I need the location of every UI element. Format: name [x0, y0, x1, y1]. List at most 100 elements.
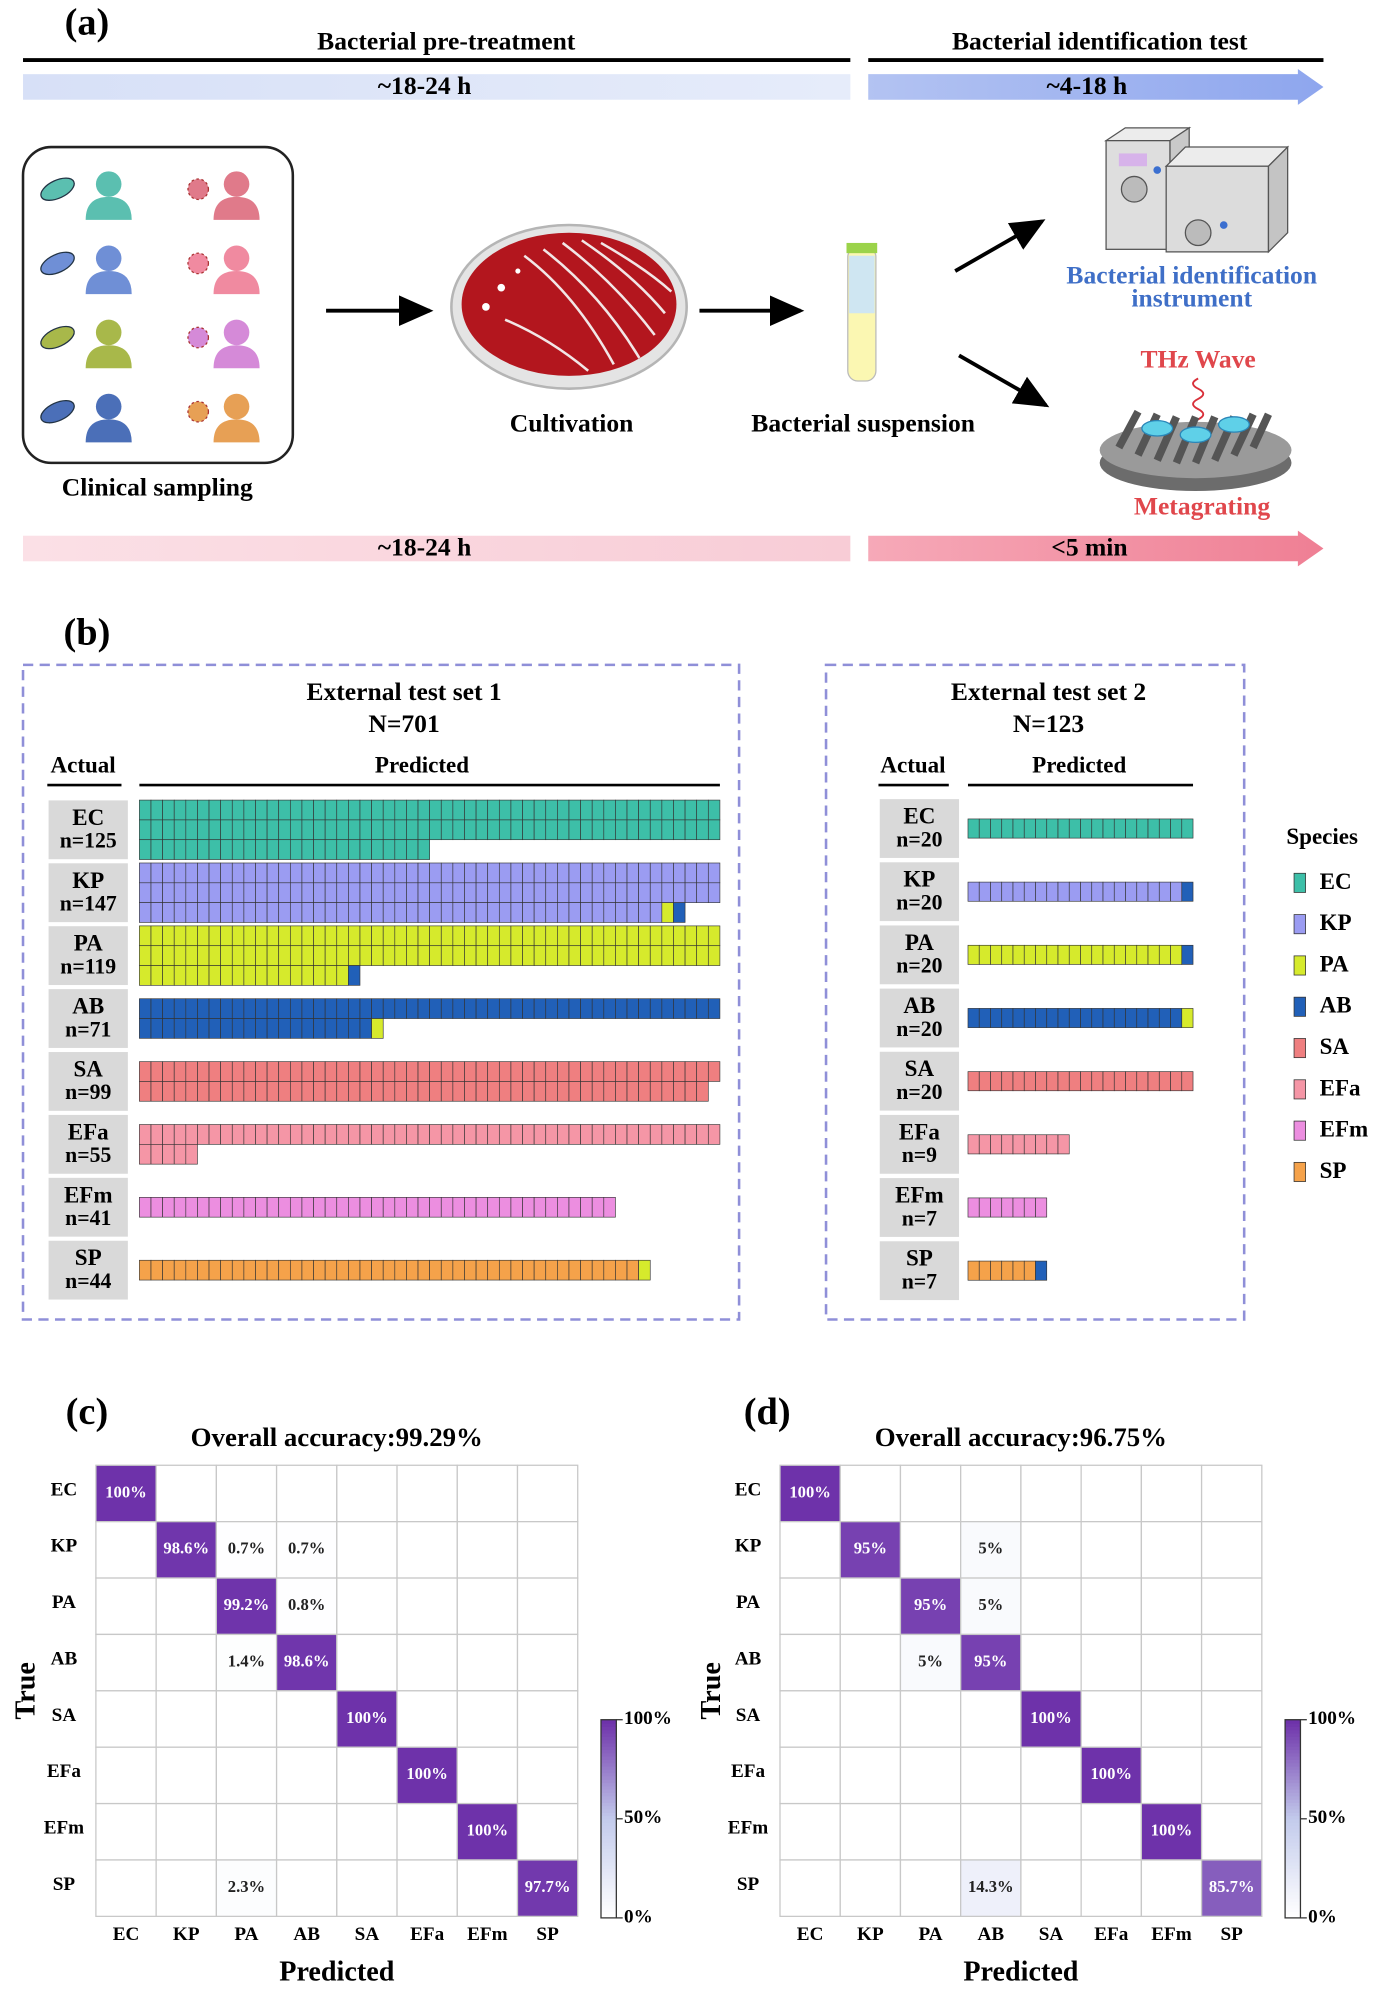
sample-square — [533, 945, 547, 966]
matrix-cell — [1140, 1690, 1203, 1748]
matrix-cell — [336, 1690, 398, 1748]
sample-square — [545, 819, 558, 841]
sample-square — [197, 1081, 210, 1102]
sample-square — [603, 882, 616, 903]
cell-label: 95% — [914, 1595, 947, 1614]
sample-square — [1158, 1071, 1171, 1092]
column-label: EFa — [410, 1924, 444, 1945]
matrix-cell — [779, 1746, 841, 1805]
sample-square — [278, 1124, 291, 1145]
sample-square — [580, 882, 593, 903]
sample-square — [510, 925, 523, 947]
matrix-cell — [516, 1802, 579, 1861]
colorbar-step — [600, 1848, 617, 1853]
matrix-cell — [1200, 1859, 1263, 1917]
sample-square — [278, 882, 291, 903]
matrix-cell — [899, 1464, 962, 1523]
sample-square — [266, 1197, 280, 1218]
matrix-cell — [899, 1859, 962, 1917]
sample-square — [440, 1124, 454, 1145]
sample-square — [139, 902, 152, 923]
matrix-cell — [275, 1464, 338, 1523]
sample-square — [162, 839, 175, 860]
sample-square — [348, 965, 361, 986]
sample-square — [255, 1124, 268, 1145]
sample-square — [591, 998, 605, 1019]
sample-square — [475, 799, 489, 821]
sample-square — [185, 1124, 198, 1145]
sample-square — [313, 965, 326, 986]
sample-square — [684, 1081, 698, 1102]
sample-square — [487, 862, 500, 884]
bacterium — [40, 251, 75, 276]
colony — [482, 303, 490, 311]
sample-square — [1113, 1071, 1126, 1092]
matrix-cell — [960, 1746, 1022, 1805]
matrix-cell — [899, 1746, 962, 1805]
colorbar-step — [1285, 1861, 1301, 1866]
test-set-box — [824, 663, 1246, 1321]
colorbar-step — [600, 1792, 617, 1797]
sample-square — [197, 902, 210, 923]
sample-square — [348, 799, 361, 821]
row-label-box — [48, 1052, 128, 1111]
sample-square — [1023, 944, 1036, 965]
sample-square — [440, 998, 454, 1019]
sample-square — [522, 1197, 535, 1218]
matrix-cell — [899, 1802, 962, 1861]
colorbar-step — [600, 1795, 617, 1800]
matrix-cell — [215, 1690, 278, 1748]
sample-square — [313, 1018, 326, 1039]
sample-square — [313, 902, 326, 923]
sample-square — [1001, 1260, 1014, 1281]
sample-square — [359, 1124, 372, 1145]
matrix-cell — [516, 1633, 579, 1692]
instrument — [1103, 126, 1290, 254]
sample-square — [568, 1061, 581, 1082]
colorbar-step — [1285, 1841, 1301, 1846]
sample-square — [487, 1124, 500, 1145]
sample-square — [197, 998, 210, 1019]
cell-label: 95% — [974, 1651, 1007, 1670]
sample-square — [371, 1061, 384, 1082]
matrix-cell — [839, 1633, 902, 1692]
sample-square — [1102, 944, 1115, 965]
sample-square — [406, 1259, 419, 1281]
sample-square — [278, 965, 291, 986]
sample-square — [1023, 1008, 1036, 1028]
sample-square — [510, 882, 523, 903]
sample-square — [522, 1259, 535, 1281]
row-label: EFm — [728, 1818, 768, 1839]
person-head — [223, 393, 250, 420]
metagrating-label: Metagrating — [1134, 492, 1271, 521]
sample-square — [638, 1124, 651, 1145]
sample-square — [139, 862, 152, 884]
colorbar-step — [1285, 1805, 1301, 1810]
row-count: n=71 — [65, 1017, 111, 1041]
matrix-cell — [1140, 1633, 1203, 1692]
bacterium — [40, 177, 75, 201]
header: Bacterial pre-treatment — [317, 26, 576, 55]
matrix-cell — [396, 1521, 458, 1579]
sample-square — [475, 862, 489, 884]
matrix-cell — [396, 1690, 458, 1748]
sample-square — [278, 1197, 291, 1218]
sample-square — [510, 1061, 523, 1082]
sample-square — [557, 1124, 570, 1145]
row-label: KP — [51, 1536, 78, 1557]
sample-square — [324, 799, 338, 821]
sample-square — [649, 1061, 663, 1082]
matrix-cell — [215, 1577, 278, 1636]
sample-square — [266, 902, 280, 923]
sample-square — [289, 882, 303, 903]
cell-label: 14.3% — [968, 1877, 1014, 1896]
matrix-cell — [95, 1633, 157, 1692]
colorbar-step — [600, 1861, 617, 1866]
sample-square — [1091, 818, 1104, 839]
sample-square — [545, 1061, 558, 1082]
sample-square — [696, 882, 709, 903]
sample-square — [139, 819, 152, 841]
sample-square — [638, 1081, 651, 1102]
sample-square — [557, 819, 570, 841]
sample-square — [348, 862, 361, 884]
